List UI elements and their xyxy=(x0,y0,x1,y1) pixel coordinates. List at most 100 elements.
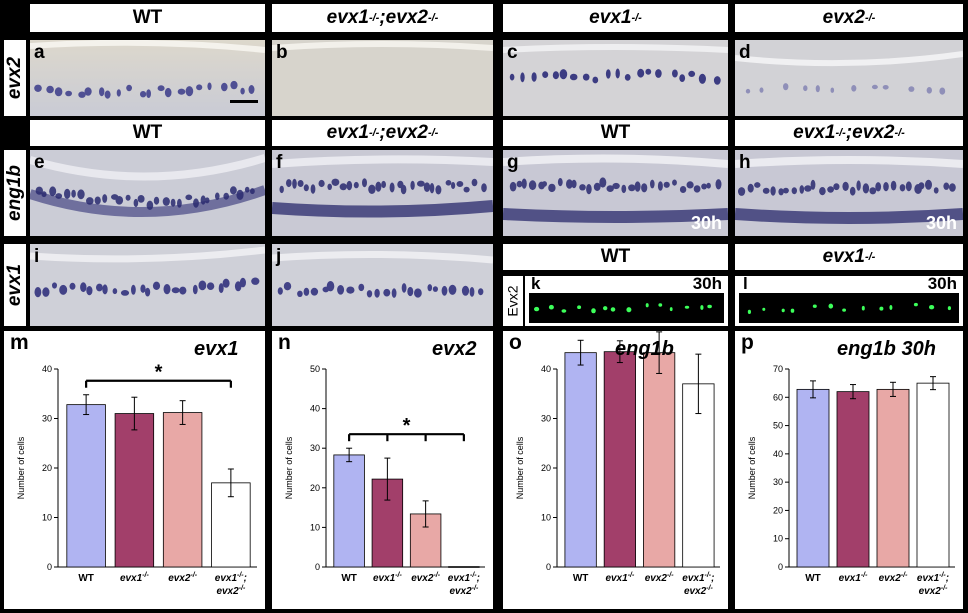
cell-dot xyxy=(46,85,54,94)
cell-dot xyxy=(471,178,478,187)
cell-dot xyxy=(310,184,316,194)
cell-dot xyxy=(283,282,292,291)
cell-dot xyxy=(783,83,789,91)
category-label-sup: -/- xyxy=(706,585,713,592)
y-tick-label: 30 xyxy=(42,414,52,424)
cell-dot xyxy=(469,287,475,297)
panel-i: i xyxy=(30,244,265,326)
cell-dot xyxy=(303,184,309,192)
time-label-g: 30h xyxy=(690,213,722,233)
cell-dot xyxy=(310,287,319,296)
cell-dot xyxy=(624,74,631,81)
cell-dot xyxy=(185,194,193,201)
category-label-line2: evx2-/- xyxy=(216,585,246,597)
cell-dot xyxy=(679,74,686,82)
cell-dot xyxy=(782,187,789,194)
cell-dot xyxy=(456,181,464,187)
header-text: evx2 xyxy=(822,7,865,28)
cell-dot xyxy=(509,73,515,81)
panel-letter-f: f xyxy=(276,152,283,173)
cell-dot xyxy=(790,308,795,313)
header-text: ;evx2 xyxy=(379,122,428,143)
cell-dot xyxy=(54,87,63,97)
header-text: WT xyxy=(600,246,631,267)
cell-dot xyxy=(791,187,797,195)
cell-dot xyxy=(747,309,751,314)
cell-dot xyxy=(926,87,932,94)
chart-p-svg: 0 10 20 30 40 50 60 70 Number of cells WT evx1-/- e… xyxy=(747,364,955,597)
cell-dot xyxy=(582,73,590,81)
chart-o: 0 10 20 30 40 Number of cells WT evx1-/- evx2-/-… xyxy=(503,331,728,609)
cell-dot xyxy=(99,87,105,97)
header-text: evx1 xyxy=(793,122,836,143)
cell-dot xyxy=(650,179,655,189)
cell-dot xyxy=(905,181,912,192)
panel-c: c xyxy=(503,40,728,116)
category-label-sup: -/- xyxy=(395,572,402,579)
cell-dot xyxy=(59,284,68,295)
cell-dot xyxy=(164,87,172,98)
category-label-line2: evx2-/- xyxy=(684,585,714,597)
panel-letter-k: k xyxy=(531,276,541,293)
category-label-sup: -/- xyxy=(470,572,477,579)
category-label: WT xyxy=(341,573,357,584)
panel-letter-l: l xyxy=(743,276,748,293)
category-label: evx2-/- xyxy=(879,572,909,584)
fluor-image-l xyxy=(739,293,959,323)
cell-dot xyxy=(42,287,50,297)
chart-o-svg: 0 10 20 30 40 Number of cells WT evx1-/- evx2-/-… xyxy=(515,331,720,597)
category-label: evx1-/- xyxy=(605,572,635,584)
col-header-b: evx1 -/- ;evx2 -/- xyxy=(272,4,493,32)
ish-image-i xyxy=(30,244,265,326)
cell-dot xyxy=(542,71,549,78)
y-tick-label: 0 xyxy=(778,562,783,572)
cell-dot xyxy=(827,186,834,193)
cell-dot xyxy=(193,198,199,208)
cell-dot xyxy=(152,281,161,290)
panel-letter-h: h xyxy=(739,152,751,173)
category-label-sup: -/- xyxy=(237,572,244,579)
cell-dot xyxy=(856,180,861,191)
chart-title: eng1b xyxy=(615,338,674,360)
chart-n: 0 10 20 30 40 50 Number of cells WT evx1-/- evx2-… xyxy=(272,331,493,609)
cell-dot xyxy=(362,178,367,188)
category-label: WT xyxy=(573,573,589,584)
chart-letter: m xyxy=(10,331,29,354)
cell-dot xyxy=(669,307,673,312)
cell-dot xyxy=(557,178,563,187)
cell-dot xyxy=(80,282,87,293)
category-label: WT xyxy=(78,573,94,584)
cell-dot xyxy=(34,84,42,92)
cell-dot xyxy=(693,185,701,193)
cell-dot xyxy=(908,86,915,92)
cell-dot xyxy=(686,181,694,189)
cell-dot xyxy=(64,188,71,199)
cell-dot xyxy=(200,195,206,205)
time-label-h: 30h xyxy=(925,213,957,233)
ish-image-g xyxy=(503,150,728,236)
cell-dot xyxy=(918,182,925,190)
cell-dot xyxy=(240,87,245,95)
cell-dot xyxy=(137,195,145,203)
cell-dot xyxy=(451,182,456,189)
cell-dot xyxy=(672,179,677,186)
cell-dot xyxy=(218,283,224,294)
cell-dot xyxy=(875,182,882,192)
y-tick-label: 50 xyxy=(773,421,783,431)
cell-dot xyxy=(401,283,407,293)
cell-dot xyxy=(391,288,397,298)
cell-dot xyxy=(52,282,57,289)
cell-dot xyxy=(185,86,194,97)
cell-dot xyxy=(899,184,906,192)
header-sup: -/- xyxy=(368,127,380,139)
cell-dot xyxy=(707,304,712,309)
cell-dot xyxy=(610,307,616,312)
header-sup: -/- xyxy=(631,12,642,24)
category-label: evx1-/-; xyxy=(917,572,949,584)
cell-dot xyxy=(672,69,678,78)
col-header-g: WT xyxy=(503,120,728,146)
cell-dot xyxy=(346,286,355,294)
row-label-text: eng1b xyxy=(4,165,26,221)
cell-dot xyxy=(579,184,586,191)
header-text: WT xyxy=(132,7,163,28)
